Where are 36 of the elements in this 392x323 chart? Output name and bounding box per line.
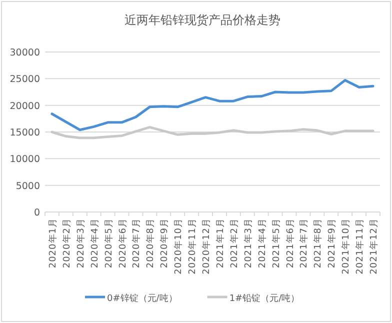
x-tick-label: 2020年7月 [131,218,142,268]
x-tick-label: 2021年12月 [368,218,380,274]
x-tick-label: 2020年2月 [61,218,72,268]
x-tick-label: 2021年8月 [312,218,324,268]
x-tick-label: 2021年6月 [284,218,296,268]
x-tick-label: 2020年9月 [159,218,170,268]
x-tick-label: 2021年2月 [228,218,240,268]
x-tick-label: 2021年11月 [354,218,366,274]
x-tick-label: 2021年9月 [326,218,338,268]
x-tick-label: 2020年10月 [173,218,184,274]
x-tick-label: 2020年11月 [187,218,198,274]
x-tick-label: 2020年3月 [75,218,86,268]
x-tick-label: 2020年4月 [89,218,100,268]
x-tick-label: 2020年8月 [145,218,156,268]
y-tick-label: 0 [34,208,40,218]
x-tick-label: 2020年12月 [201,218,212,274]
x-tick-label: 2020年5月 [103,218,114,268]
x-tick-label: 2021年7月 [298,218,310,268]
x-tick-label: 2020年6月 [117,218,128,268]
legend-label: 0#锌锭（元/吨） [107,293,178,304]
x-tick-label: 2020年1月 [47,218,58,268]
x-tick-label: 2021年10月 [340,218,352,274]
y-tick-label: 20000 [10,100,40,112]
y-tick-label: 30000 [10,48,40,58]
chart-title: 近两年铅锌现货产品价格走势 [124,13,280,27]
legend-label: 1#铅锭（元/吨） [229,293,300,304]
line-series [50,79,374,132]
x-tick-label: 2021年4月 [256,218,268,268]
y-tick-label: 25000 [10,74,40,86]
y-tick-label: 15000 [10,128,40,138]
line-series [50,126,374,140]
y-tick-label: 5000 [16,180,40,192]
x-tick-label: 2021年3月 [242,218,254,268]
x-tick-label: 2021年5月 [270,218,282,268]
y-tick-label: 10000 [10,154,40,166]
x-tick-label: 2021年1月 [214,218,226,268]
